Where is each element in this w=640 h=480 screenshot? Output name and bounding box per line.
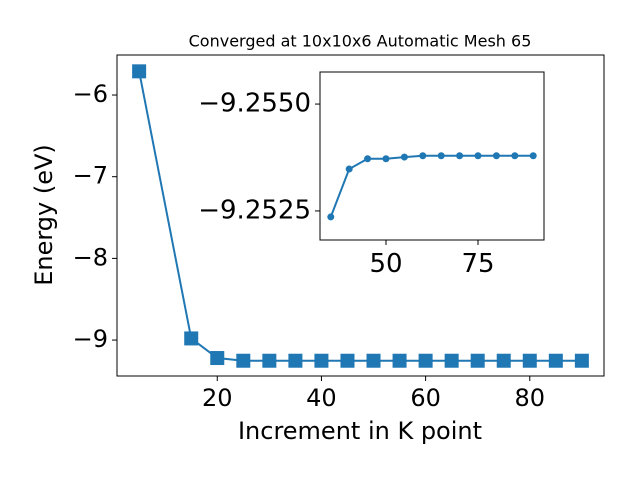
marker bbox=[392, 353, 407, 368]
x-tick-label: 20 bbox=[202, 384, 233, 412]
marker bbox=[511, 152, 519, 160]
marker bbox=[236, 353, 251, 368]
y-tick-label: −9 bbox=[73, 325, 108, 353]
x-tick-label: 50 bbox=[369, 249, 402, 279]
marker bbox=[574, 353, 589, 368]
marker bbox=[437, 152, 445, 160]
y-tick-label: −9.2525 bbox=[198, 195, 311, 225]
y-tick-label: −8 bbox=[73, 243, 108, 271]
marker bbox=[132, 64, 147, 79]
marker bbox=[444, 353, 459, 368]
marker bbox=[418, 353, 433, 368]
marker bbox=[522, 353, 537, 368]
marker bbox=[184, 331, 199, 346]
marker bbox=[492, 152, 500, 160]
marker bbox=[262, 353, 277, 368]
marker bbox=[400, 153, 408, 161]
marker bbox=[456, 152, 464, 160]
marker bbox=[210, 351, 225, 366]
marker bbox=[419, 152, 427, 160]
marker bbox=[288, 353, 303, 368]
marker bbox=[496, 353, 511, 368]
chart-title: Converged at 10x10x6 Automatic Mesh 65 bbox=[189, 32, 532, 51]
marker bbox=[364, 155, 372, 163]
x-tick-label: 60 bbox=[410, 384, 441, 412]
marker bbox=[327, 213, 335, 221]
y-axis-label: Energy (eV) bbox=[30, 144, 58, 286]
y-tick-label: −7 bbox=[73, 162, 108, 190]
y-tick-label: −9.2550 bbox=[198, 89, 311, 119]
marker bbox=[382, 155, 390, 163]
marker bbox=[340, 353, 355, 368]
marker bbox=[470, 353, 485, 368]
marker bbox=[548, 353, 563, 368]
marker bbox=[474, 152, 482, 160]
marker bbox=[345, 165, 353, 173]
marker bbox=[314, 353, 329, 368]
marker bbox=[366, 353, 381, 368]
x-tick-label: 75 bbox=[461, 249, 494, 279]
x-axis-label: Increment in K point bbox=[238, 417, 482, 445]
x-tick-label: 40 bbox=[306, 384, 337, 412]
marker bbox=[529, 152, 537, 160]
x-tick-label: 80 bbox=[515, 384, 546, 412]
y-tick-label: −6 bbox=[73, 80, 108, 108]
